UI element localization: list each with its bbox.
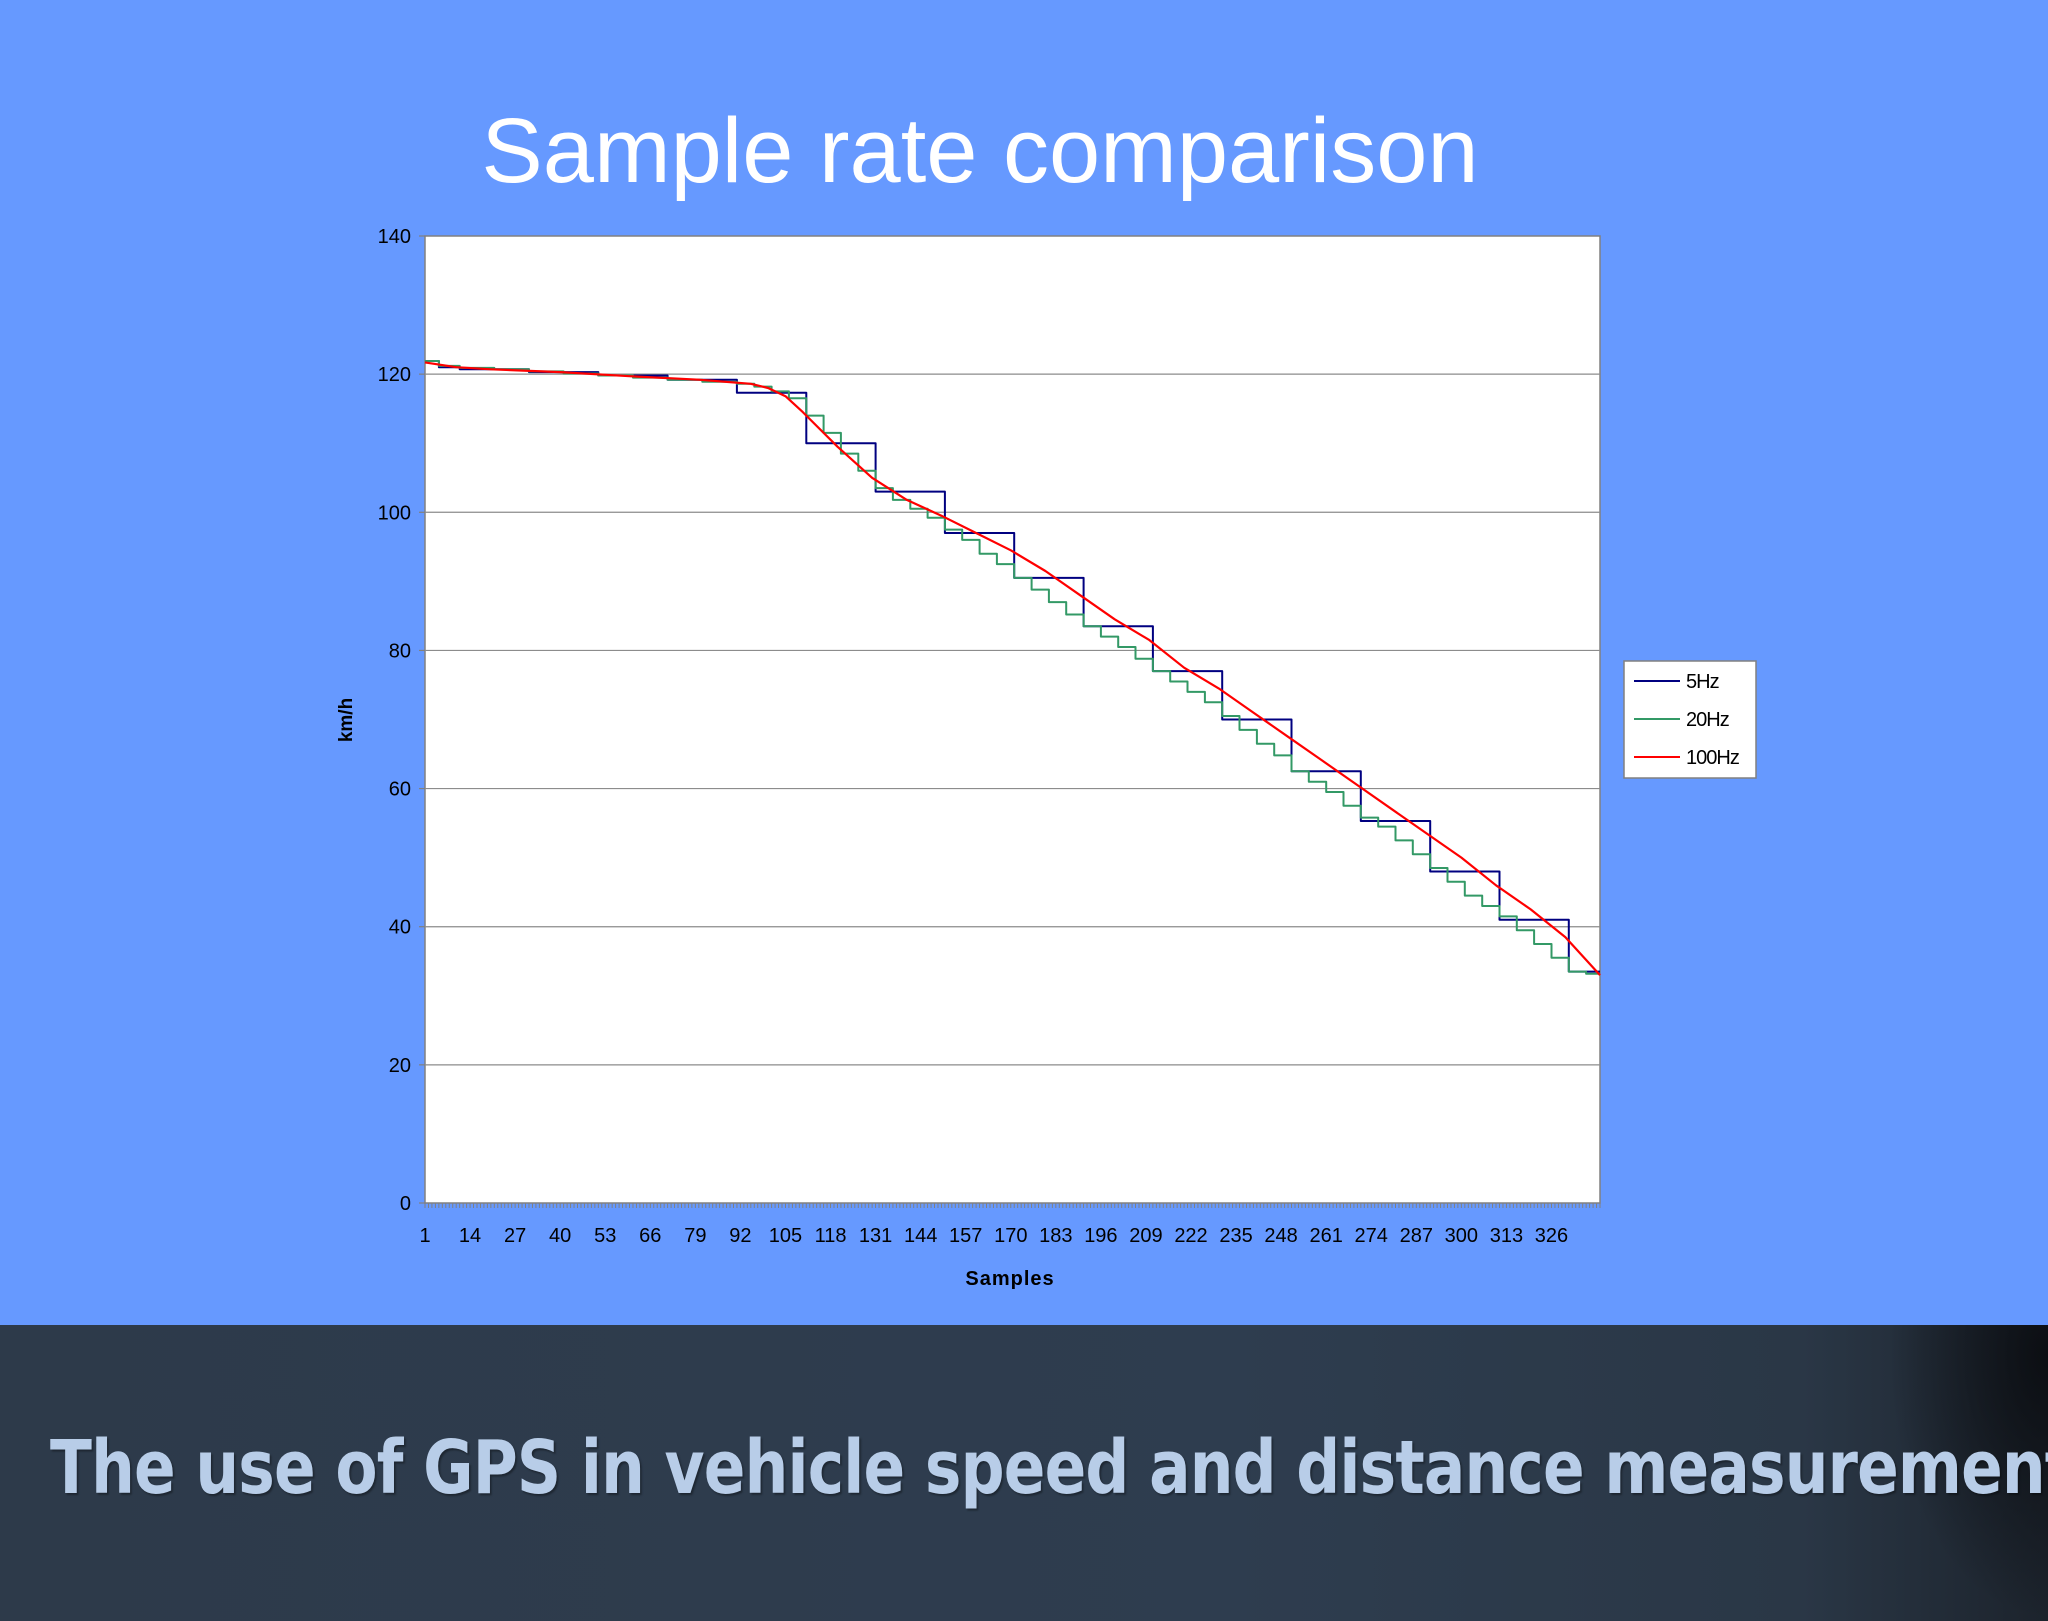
footer-decoration <box>1888 1325 2048 1621</box>
x-tick-label: 183 <box>1039 1225 1072 1247</box>
y-tick-label: 100 <box>378 502 411 524</box>
x-tick-label: 222 <box>1174 1225 1207 1247</box>
y-axis: 0 20 40 60 80 100 120 140 <box>378 226 425 1215</box>
x-tick-label: 300 <box>1445 1225 1478 1247</box>
x-tick-label: 53 <box>594 1225 616 1247</box>
legend-label: 5Hz <box>1686 671 1719 693</box>
footer-caption: The use of GPS in vehicle speed and dist… <box>50 1425 2048 1511</box>
x-tick-label: 313 <box>1490 1225 1523 1247</box>
x-tick-label: 118 <box>815 1225 847 1247</box>
y-tick-label: 0 <box>400 1193 411 1215</box>
series-line-100hz <box>424 361 1601 976</box>
x-tick-label: 274 <box>1355 1225 1388 1247</box>
x-tick-label: 196 <box>1084 1225 1117 1247</box>
x-tick-label: 235 <box>1219 1225 1252 1247</box>
x-tick-label: 14 <box>459 1225 481 1247</box>
x-tick-label: 131 <box>859 1225 892 1247</box>
x-tick-label: 248 <box>1264 1225 1297 1247</box>
y-tick-label: 40 <box>389 917 411 939</box>
x-tick-label: 209 <box>1129 1225 1162 1247</box>
y-tick-label: 20 <box>389 1055 411 1077</box>
y-axis-label: km/h <box>336 698 357 742</box>
x-axis: 1 14 27 40 53 66 79 92 105 118 131 144 157 170 183 196 2… <box>419 1203 1601 1247</box>
x-tick-label: 170 <box>994 1225 1027 1247</box>
legend-label: 100Hz <box>1686 747 1739 769</box>
x-tick-label: 92 <box>729 1225 751 1247</box>
y-tick-label: 120 <box>378 364 411 386</box>
legend: 5Hz 20Hz 100Hz <box>1623 660 1757 779</box>
y-tick-label: 140 <box>378 226 411 248</box>
x-tick-label: 40 <box>549 1225 571 1247</box>
x-tick-label: 144 <box>904 1225 937 1247</box>
plot-area <box>424 235 1601 1204</box>
x-tick-label: 105 <box>769 1225 802 1247</box>
footer-band: The use of GPS in vehicle speed and dist… <box>0 1325 2048 1621</box>
y-tick-label: 80 <box>389 640 411 662</box>
grid-lines <box>425 373 1600 1066</box>
x-tick-label: 326 <box>1535 1225 1568 1247</box>
x-tick-label: 287 <box>1400 1225 1433 1247</box>
series-lines <box>424 360 1601 976</box>
x-tick-label: 79 <box>684 1225 706 1247</box>
slide-title: Sample rate comparison <box>481 100 1479 202</box>
legend-label: 20Hz <box>1686 709 1729 731</box>
x-tick-label: 1 <box>419 1225 430 1247</box>
chart: 0 20 40 60 80 100 120 140 1 14 27 40 53 66 79 92 105 118… <box>336 226 1757 1290</box>
y-tick-label: 60 <box>389 779 411 801</box>
x-tick-label: 157 <box>949 1225 982 1247</box>
x-tick-label: 261 <box>1309 1225 1342 1247</box>
x-tick-label: 66 <box>639 1225 661 1247</box>
x-axis-label: Samples <box>965 1268 1054 1290</box>
x-tick-label: 27 <box>504 1225 526 1247</box>
